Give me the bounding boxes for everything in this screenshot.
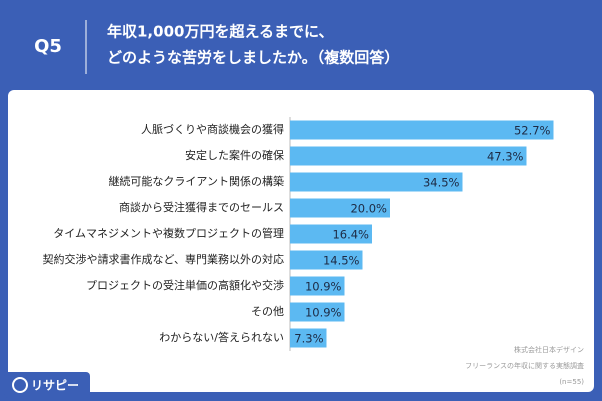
source: 株式会社日本デザイン: [514, 345, 584, 354]
value-label: 10.9%: [305, 280, 342, 294]
source: フリーランスの年収に関する実態調査: [465, 361, 584, 370]
value-label: 10.9%: [305, 306, 342, 320]
category-label: 継続可能なクライアント関係の構築: [108, 174, 284, 188]
bar: [290, 250, 363, 270]
bar: [290, 146, 527, 166]
source: (n=55): [559, 378, 584, 386]
value-label: 16.4%: [332, 228, 369, 242]
value-label: 20.0%: [350, 202, 387, 216]
category-label: わからない/答えられない: [159, 330, 284, 344]
category-label: 人脈づくりや商談機会の獲得: [141, 122, 284, 136]
brand-icon: [12, 377, 28, 393]
bar: [290, 328, 327, 348]
chart-title: どのような苦労をしましたか。（複数回答）: [107, 49, 399, 67]
value-label: 7.3%: [294, 332, 323, 346]
category-label: プロジェクトの受注単価の高額化や交渉: [86, 278, 284, 292]
value-label: 34.5%: [423, 176, 460, 190]
brand: リサピー: [31, 379, 79, 393]
bar: [290, 198, 390, 218]
plot: 人脈づくりや商談機会の獲得 52.7% 安定した案件の確保 47.3% 継続可能なクライ…: [43, 117, 554, 351]
chart-title: 年収1,000万円を超えるまでに、: [107, 23, 334, 41]
bar: [290, 224, 372, 244]
question-label: Q5: [34, 36, 62, 57]
value-label: 52.7%: [514, 124, 551, 138]
value-label: 14.5%: [323, 254, 360, 268]
bar: [290, 172, 463, 192]
bar: [290, 302, 345, 322]
brand-box: [4, 372, 90, 398]
category-label: タイムマネジメントや複数プロジェクトの管理: [53, 226, 284, 240]
category-label: 商談から受注獲得までのセールス: [119, 200, 284, 214]
category-label: その他: [251, 305, 284, 318]
category-label: 契約交渉や請求書作成など、専門業務以外の対応: [43, 252, 284, 266]
bar: [290, 120, 554, 140]
value-label: 47.3%: [487, 150, 524, 164]
category-label: 安定した案件の確保: [185, 148, 284, 162]
bar: [290, 276, 345, 296]
